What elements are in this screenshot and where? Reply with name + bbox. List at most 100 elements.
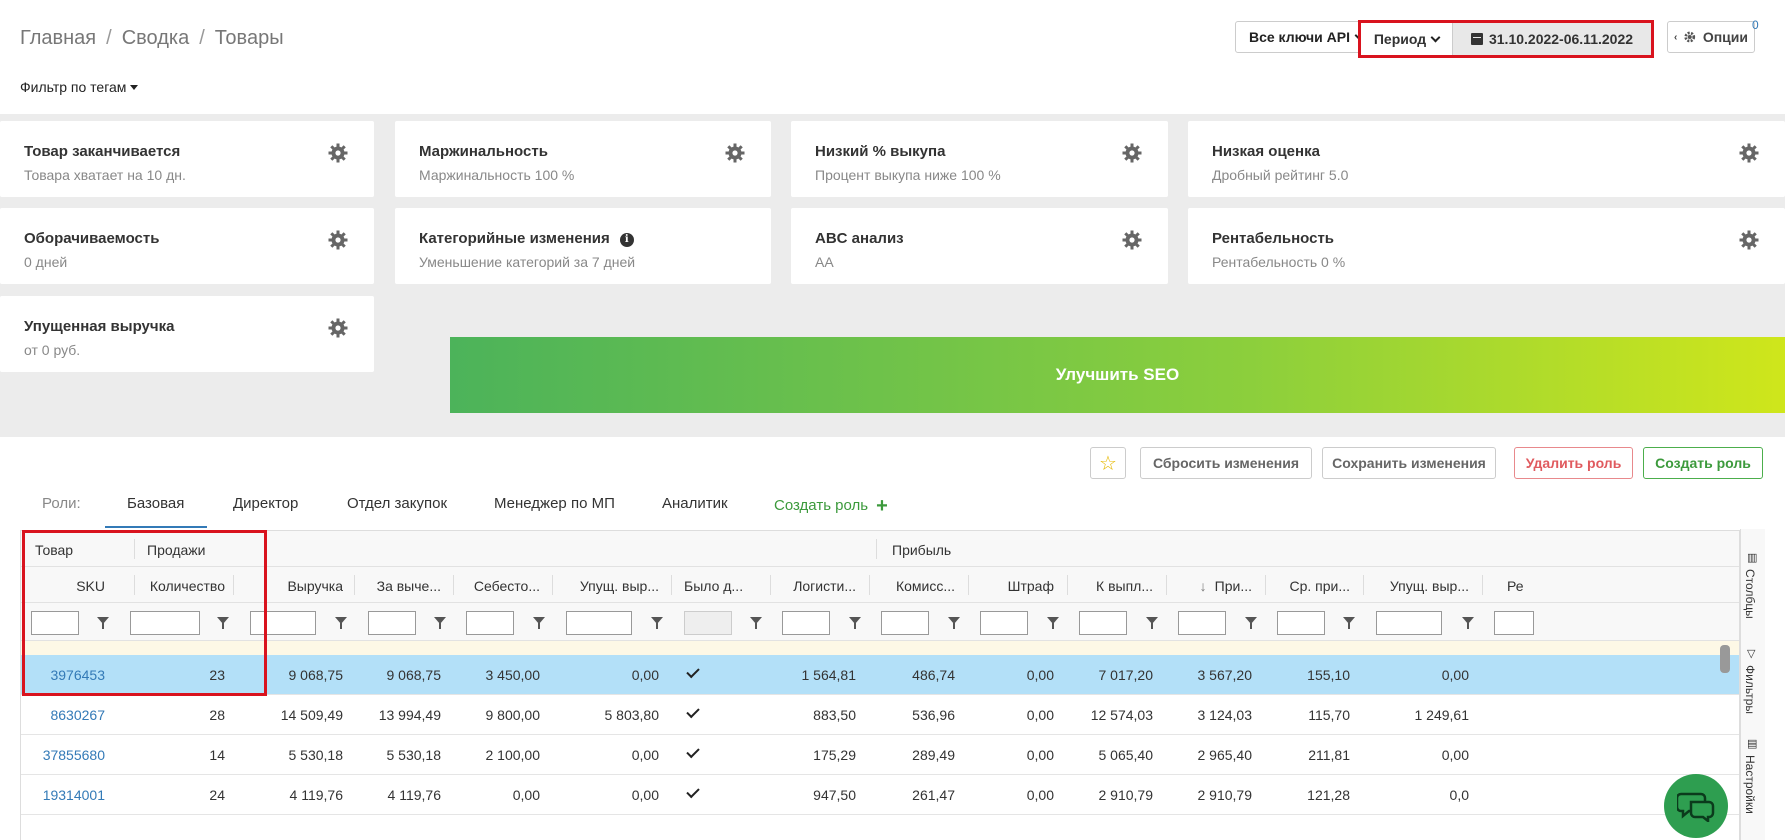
tab-procurement[interactable]: Отдел закупок [347, 495, 448, 512]
card-category-changes[interactable]: Категорийные изменения i Уменьшение катего… [395, 208, 771, 284]
filter-icon[interactable] [651, 617, 663, 629]
tab-analyst[interactable]: Аналитик [662, 495, 728, 512]
column-resize-handle[interactable] [869, 575, 870, 595]
table-row[interactable]: 19314001 24 4 119,76 4 119,76 0,00 0,00 947,50… [21, 775, 1739, 815]
column-filter-input[interactable] [1178, 611, 1226, 635]
card-abc-analysis[interactable]: ABC анализ AA [791, 208, 1168, 284]
gear-icon[interactable] [328, 318, 348, 338]
sku-link[interactable]: 3976453 [50, 667, 105, 683]
column-filter-input[interactable] [1494, 611, 1534, 635]
column-resize-handle[interactable] [453, 575, 454, 595]
create-role-button[interactable]: Создать роль [1643, 447, 1763, 479]
gear-icon[interactable] [1739, 230, 1759, 250]
improve-seo-banner[interactable]: Улучшить SEO [450, 337, 1785, 413]
card-low-buyout[interactable]: Низкий % выкупа Процент выкупа ниже 100 % [791, 121, 1168, 197]
filter-icon[interactable] [335, 617, 347, 629]
tab-basic[interactable]: Базовая [127, 495, 185, 512]
gear-icon[interactable] [328, 143, 348, 163]
gear-icon[interactable] [1739, 143, 1759, 163]
column-resize-handle[interactable] [770, 575, 771, 595]
filter-icon[interactable] [1047, 617, 1059, 629]
card-low-rating[interactable]: Низкая оценка Дробный рейтинг 5.0 [1188, 121, 1785, 197]
column-filter-input[interactable] [31, 611, 79, 635]
column-resize-handle[interactable] [968, 575, 969, 595]
period-dropdown[interactable]: Период [1361, 23, 1453, 55]
breadcrumb-home[interactable]: Главная [20, 27, 97, 49]
side-tab-filters[interactable]: Фильтры [1743, 665, 1757, 714]
column-filter-input[interactable] [980, 611, 1028, 635]
column-filter-input[interactable] [130, 611, 200, 635]
column-resize-handle[interactable] [1482, 575, 1483, 595]
tab-create-role[interactable]: Создать роль + [774, 495, 888, 518]
api-keys-dropdown[interactable]: Все ключи API [1235, 21, 1377, 53]
column-header[interactable]: Количество [149, 578, 225, 594]
card-turnover[interactable]: Оборачиваемость 0 дней [0, 208, 374, 284]
filter-icon[interactable] [97, 617, 109, 629]
filter-icon[interactable] [948, 617, 960, 629]
filter-icon[interactable] [849, 617, 861, 629]
info-icon[interactable]: i [619, 233, 634, 247]
column-header[interactable]: Упущ. выр... [1389, 578, 1469, 594]
filter-icon[interactable] [533, 617, 545, 629]
card-marginality[interactable]: Маржинальность Маржинальность 100 % [395, 121, 771, 197]
column-header[interactable]: Было д... [684, 578, 744, 594]
column-resize-handle[interactable] [1363, 575, 1364, 595]
column-resize-handle[interactable] [233, 575, 234, 595]
gear-icon[interactable] [1122, 143, 1142, 163]
card-profitability[interactable]: Рентабельность Рентабельность 0 % [1188, 208, 1785, 284]
column-header[interactable]: Выручка [287, 578, 343, 594]
column-header[interactable]: К выпл... [1096, 578, 1153, 594]
vertical-scrollbar[interactable] [1720, 645, 1730, 673]
column-resize-handle[interactable] [1067, 575, 1068, 595]
tab-mp-manager[interactable]: Менеджер по МП [494, 495, 615, 512]
breadcrumb-summary[interactable]: Сводка [121, 27, 190, 49]
column-resize-handle[interactable] [1265, 575, 1266, 595]
column-filter-input[interactable] [250, 611, 316, 635]
column-resize-handle[interactable] [354, 575, 355, 595]
column-resize-handle[interactable] [1166, 575, 1167, 595]
date-range-picker[interactable]: 31.10.2022-06.11.2022 [1453, 23, 1651, 55]
column-header[interactable]: SKU [76, 578, 105, 594]
filter-icon[interactable] [1146, 617, 1158, 629]
column-filter-input[interactable] [1376, 611, 1442, 635]
gear-icon[interactable] [1122, 230, 1142, 250]
table-row[interactable]: 3976453 23 9 068,75 9 068,75 3 450,00 0,00 1 5… [21, 655, 1739, 695]
column-header[interactable]: Комисс... [895, 578, 955, 594]
column-header[interactable]: Ср. при... [1289, 578, 1350, 594]
tag-filter-dropdown[interactable]: Фильтр по тегам [20, 79, 139, 95]
column-header[interactable]: Себесто... [473, 578, 540, 594]
sku-link[interactable]: 37855680 [42, 747, 105, 763]
delete-role-button[interactable]: Удалить роль [1514, 447, 1633, 479]
table-row[interactable]: 8630267 28 14 509,49 13 994,49 9 800,00 5 803… [21, 695, 1739, 735]
filter-icon[interactable] [1462, 617, 1474, 629]
filter-icon[interactable] [1343, 617, 1355, 629]
options-button[interactable]: ‹ Опции [1667, 21, 1755, 53]
favorite-button[interactable]: ☆ [1090, 447, 1126, 479]
column-header[interactable]: Логисти... [793, 578, 856, 594]
column-header[interactable]: Упущ. выр... [579, 578, 659, 594]
tab-director[interactable]: Директор [233, 495, 299, 512]
column-resize-handle[interactable] [134, 575, 135, 595]
card-lost-revenue[interactable]: Упущенная выручка от 0 руб. [0, 296, 374, 372]
column-filter-input[interactable] [881, 611, 929, 635]
column-header[interactable]: За выче... [376, 578, 441, 594]
side-tab-settings[interactable]: Настройки [1743, 755, 1757, 814]
column-header[interactable]: Ре [1507, 578, 1524, 594]
filter-icon[interactable] [217, 617, 229, 629]
column-resize-handle[interactable] [671, 575, 672, 595]
column-header[interactable]: Штраф [1007, 578, 1054, 594]
reset-changes-button[interactable]: Сбросить изменения [1140, 447, 1312, 479]
filter-icon[interactable] [1245, 617, 1257, 629]
save-changes-button[interactable]: Сохранить изменения [1322, 447, 1496, 479]
card-stock-running-out[interactable]: Товар заканчивается Товара хватает на 10 … [0, 121, 374, 197]
column-filter-input[interactable] [1079, 611, 1127, 635]
gear-icon[interactable] [328, 230, 348, 250]
table-row[interactable]: 37855680 14 5 530,18 5 530,18 2 100,00 0,00 17… [21, 735, 1739, 775]
side-tab-columns[interactable]: Столбцы [1743, 569, 1757, 619]
column-filter-input[interactable] [1277, 611, 1325, 635]
column-header[interactable]: ↓ При... [1200, 578, 1252, 594]
gear-icon[interactable] [725, 143, 745, 163]
chat-button[interactable] [1664, 774, 1728, 838]
sku-link[interactable]: 19314001 [42, 787, 105, 803]
column-filter-input[interactable] [466, 611, 514, 635]
